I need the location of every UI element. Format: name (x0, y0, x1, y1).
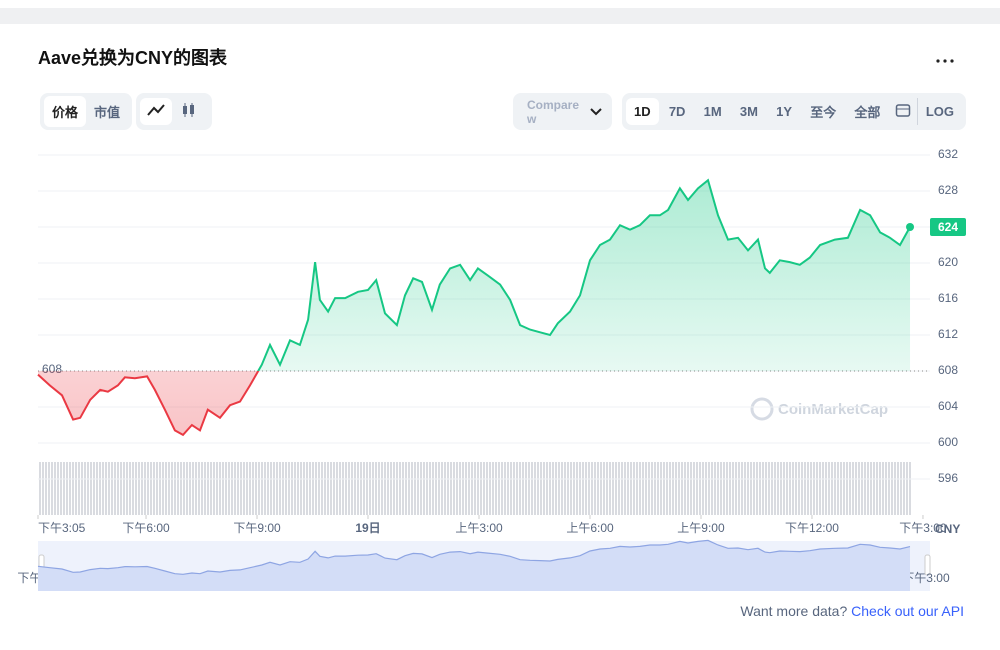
x-tick-label: 下午6:00 (122, 521, 170, 535)
range-btn[interactable]: 1M (703, 104, 722, 119)
price-tag (930, 218, 966, 236)
x-tick-label: 下午3:00 (899, 521, 947, 535)
toggle-mcap[interactable]: 市值 (94, 105, 121, 120)
unit-label: CNY (935, 522, 960, 536)
y-tick-label: 628 (938, 183, 958, 197)
candle-icon[interactable] (172, 98, 204, 125)
y-tick-label: 620 (938, 255, 958, 269)
api-link[interactable]: Check out our API (851, 603, 964, 619)
y-tick-label: 604 (938, 399, 958, 413)
x-tick-label: 19日 (355, 521, 380, 535)
nav-line (37, 539, 911, 575)
area-down (38, 371, 911, 435)
line-icon[interactable] (140, 98, 172, 125)
line-up (257, 178, 911, 371)
nav-handle[interactable] (924, 554, 931, 576)
y-tick-label: 632 (938, 147, 958, 161)
title: Aave兑换为CNY的图表 (38, 48, 228, 68)
x-tick-label: 上午3:00 (455, 521, 503, 535)
more-dot[interactable] (943, 59, 947, 63)
chart-type-group (136, 93, 212, 130)
footer: Want more data? Check out our API (740, 603, 964, 619)
range-btn[interactable]: 1D (626, 98, 659, 125)
y-tick-label: 600 (938, 435, 958, 449)
more-dot[interactable] (936, 59, 940, 63)
watermark-logo (750, 397, 774, 421)
x-tick-label: 上午6:00 (566, 521, 614, 535)
x-tick-label: 下午3:05 (38, 521, 86, 535)
compare-label: Compare w (527, 97, 580, 126)
y-tick-label: 596 (938, 471, 958, 485)
toggle-group: 价格 市值 (40, 93, 132, 130)
y-tick-label: 616 (938, 291, 958, 305)
x-tick-label: 下午9:00 (233, 521, 281, 535)
line-down (37, 371, 260, 437)
x-tick-label: 下午12:00 (785, 521, 839, 535)
range-btn[interactable]: 7D (668, 104, 686, 119)
volume-bars (38, 462, 912, 515)
log-btn[interactable]: LOG (916, 98, 962, 125)
more-dot[interactable] (950, 59, 954, 63)
range-group: 1D 7D 1M 3M 1Y 至今 全部 LOG (622, 93, 966, 130)
nav-tick-label: 下午3:00 (902, 571, 950, 585)
y-tick-label: 608 (938, 363, 958, 377)
price-tag-label: 624 (938, 220, 958, 234)
range-btn[interactable]: 1Y (776, 104, 793, 119)
x-tick-label: 上午9:00 (677, 521, 725, 535)
range-btn[interactable]: 至今 (810, 105, 837, 120)
footer-text: Want more data? (740, 603, 848, 619)
y-tick-label: 612 (938, 327, 958, 341)
range-btn[interactable]: 全部 (854, 105, 881, 120)
range-btn[interactable]: 3M (739, 104, 758, 119)
nav-area (38, 540, 911, 591)
calendar-icon[interactable] (891, 98, 915, 125)
toggle-price[interactable]: 价格 (44, 96, 86, 127)
compare-dropdown[interactable]: Compare w (513, 93, 612, 130)
watermark: CoinMarketCap (778, 401, 888, 418)
last-point (906, 223, 915, 231)
top-bar (0, 8, 1000, 24)
